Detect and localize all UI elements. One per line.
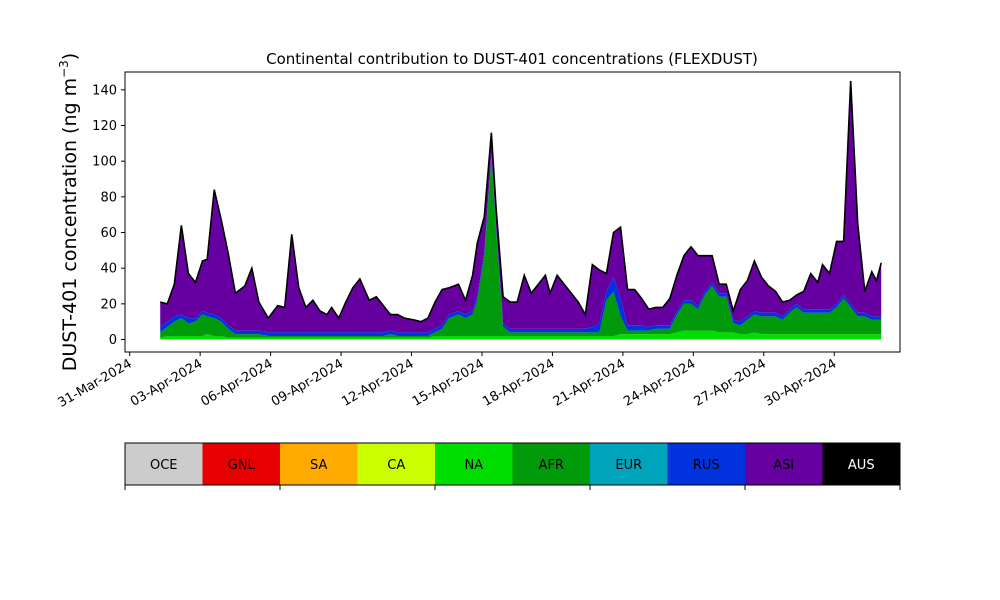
legend-label-ca: CA: [387, 458, 405, 473]
legend-label-rus: RUS: [693, 458, 720, 473]
area-series-na: [160, 330, 882, 340]
legend-label-eur: EUR: [615, 458, 642, 473]
y-axis-label-superscript: −3: [57, 60, 71, 78]
legend-swatch-oce: [125, 443, 203, 485]
x-tick-label: 15-Apr-2024: [410, 356, 487, 409]
legend-swatch-gnl: [202, 443, 281, 485]
y-tick-label: 80: [100, 190, 117, 205]
legend-label-asi: ASI: [773, 458, 794, 473]
legend-swatch-eur: [590, 443, 668, 485]
y-tick-label: 100: [92, 155, 117, 170]
legend-label-oce: OCE: [150, 458, 178, 473]
plot-frame: [124, 71, 901, 353]
stacked-areas: [160, 80, 882, 340]
y-axis-label: DUST-401 concentration (ng m−3): [57, 53, 81, 371]
x-tick-label: 12-Apr-2024: [339, 356, 416, 409]
x-tick-label: 09-Apr-2024: [269, 356, 346, 409]
legend-swatch-asi: [745, 443, 823, 485]
area-series-asi: [160, 80, 882, 333]
x-tick-label: 30-Apr-2024: [762, 356, 839, 409]
legend-swatch-rus: [667, 443, 746, 485]
x-tick-label: 03-Apr-2024: [128, 356, 205, 409]
y-axis-label-main: DUST-401 concentration (ng m: [59, 78, 81, 371]
legend-swatch-na: [435, 443, 513, 485]
x-tick-label: 24-Apr-2024: [621, 356, 698, 409]
legend-colorbar: OCE GNL SA CA NA AFR EUR RUS ASI AUS: [124, 442, 901, 490]
legend-swatch-afr: [512, 443, 591, 485]
y-tick-label: 20: [100, 297, 117, 312]
y-tick-label: 0: [109, 333, 117, 348]
y-tick-label: 60: [100, 226, 117, 241]
legend-label-afr: AFR: [539, 458, 564, 473]
y-axis-label-suffix: ): [59, 53, 81, 60]
y-tick-label: 40: [100, 262, 117, 277]
legend-label-gnl: GNL: [228, 458, 256, 473]
x-tick-label: 18-Apr-2024: [480, 356, 557, 409]
total-outline-line: [160, 80, 882, 323]
y-tick-label: 120: [92, 119, 117, 134]
x-tick-label: 06-Apr-2024: [198, 356, 275, 409]
legend-label-sa: SA: [310, 458, 327, 473]
x-tick-label: 21-Apr-2024: [551, 356, 628, 409]
y-axis: 0 20 40 60 80 100 120 140: [92, 83, 125, 348]
legend-frame: [124, 442, 901, 486]
legend-swatch-ca: [357, 443, 436, 485]
legend-label-na: NA: [464, 458, 483, 473]
x-tick-label: 27-Apr-2024: [692, 356, 769, 409]
chart-title: Continental contribution to DUST-401 con…: [266, 50, 758, 68]
legend-swatch-aus: [822, 443, 901, 485]
legend-label-aus: AUS: [848, 458, 875, 473]
x-axis: 31-Mar-202403-Apr-202406-Apr-202409-Apr-…: [56, 352, 839, 411]
y-tick-label: 140: [92, 83, 117, 98]
legend-swatch-sa: [280, 443, 358, 485]
area-series-afr: [160, 157, 882, 338]
